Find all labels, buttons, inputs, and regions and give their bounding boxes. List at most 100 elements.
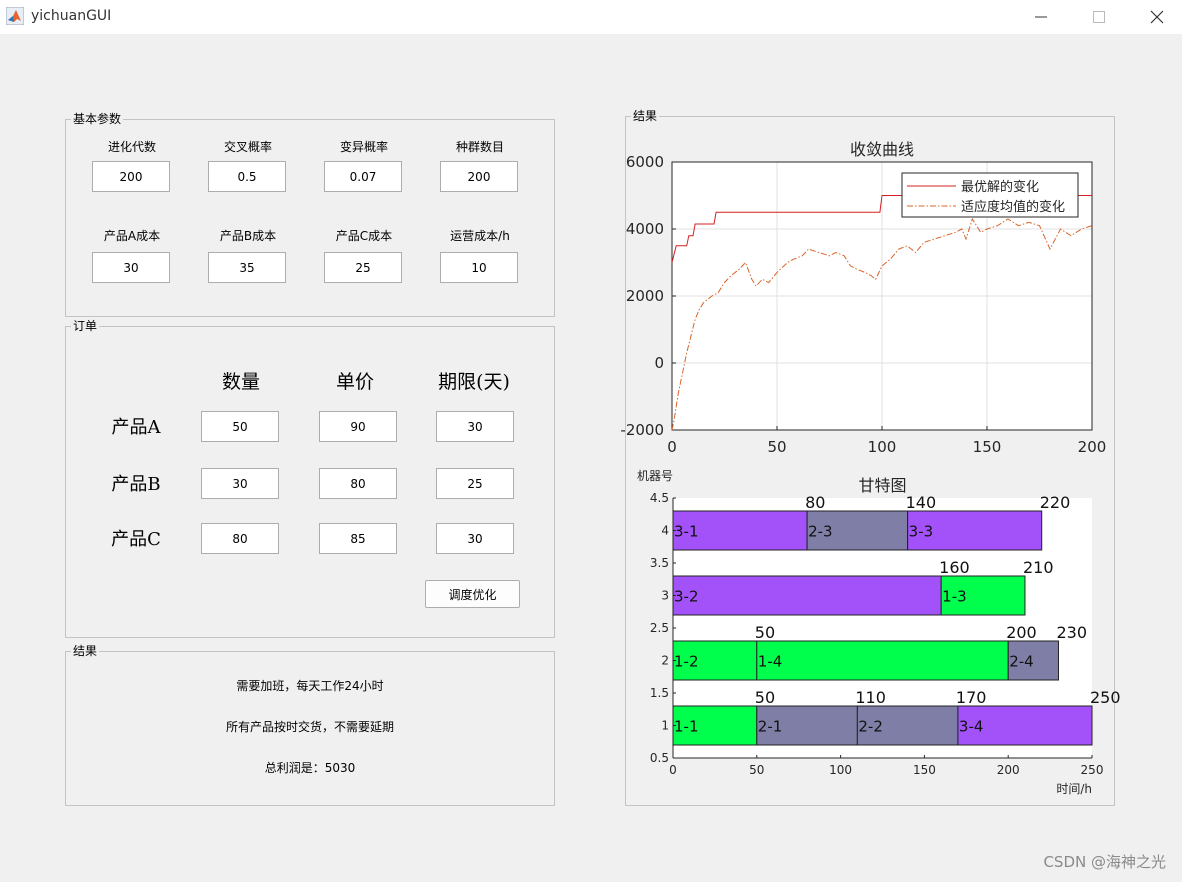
gantt-y-tick-label: 4.5 (650, 491, 669, 505)
title-bar: yichuanGUI (0, 0, 1182, 34)
product-b-price-input[interactable]: 80 (319, 468, 397, 499)
y-tick-label: 2000 (626, 287, 664, 305)
convergence-chart: 0 50 100 150 2006000400020000-2000收敛曲线最优解的变化… (620, 140, 1106, 456)
deadline-header: 期限(天) (438, 371, 510, 393)
close-button[interactable] (1128, 0, 1182, 34)
gantt-y-tick-label: 2.5 (650, 621, 669, 635)
operating-cost-input[interactable]: 10 (440, 252, 518, 283)
operating-cost-label: 运营成本/h (450, 229, 510, 243)
right-result-panel: 结果 (625, 109, 1115, 806)
mutation-rate-input[interactable]: 0.07 (324, 161, 402, 192)
generations-input[interactable]: 200 (92, 161, 170, 192)
gantt-y-axis-label: 机器号 (637, 469, 673, 483)
x-tick-label: 100 (868, 438, 897, 456)
quantity-header: 数量 (221, 371, 260, 393)
x-tick-label: 50 (767, 438, 786, 456)
left-result-panel: 结果 需要加班，每天工作24小时 所有产品按时交货，不需要延期 总利润是：503… (65, 644, 555, 806)
gantt-end-time-label: 230 (1056, 623, 1087, 642)
gantt-bar-1-2 (672, 640, 758, 681)
gantt-bar-2-3 (806, 510, 909, 551)
gantt-end-time-label: 210 (1023, 558, 1054, 577)
cost-c-input[interactable]: 25 (324, 252, 402, 283)
gantt-y-tick-label: 1.5 (650, 686, 669, 700)
product-a-quantity-input[interactable]: 50 (201, 411, 279, 442)
maximize-icon (1093, 11, 1105, 23)
cost-a-label: 产品A成本 (103, 229, 161, 243)
gantt-end-time-label: 80 (805, 493, 825, 512)
gantt-y-tick-label: 1 (661, 719, 669, 733)
gantt-end-time-label: 170 (956, 688, 987, 707)
gantt-end-time-label: 50 (755, 623, 775, 642)
gantt-bar-label: 2-1 (758, 718, 783, 736)
convergence-chart-title: 收敛曲线 (850, 140, 914, 159)
gantt-x-tick-label: 100 (829, 763, 852, 777)
gantt-bar-3-4 (957, 705, 1093, 746)
x-tick-label: 150 (973, 438, 1002, 456)
product-a-price-input[interactable]: 90 (319, 411, 397, 442)
gantt-end-time-label: 160 (939, 558, 970, 577)
gantt-end-time-label: 220 (1040, 493, 1071, 512)
product-b-label: 产品B (111, 474, 161, 495)
minimize-button[interactable] (1012, 0, 1070, 34)
gantt-y-tick-label: 4 (661, 524, 669, 538)
gantt-x-tick-label: 150 (913, 763, 936, 777)
close-icon (1150, 10, 1164, 24)
params-panel: 基本参数 进化代数 交叉概率 变异概率 种群数目 200 0.5 0.07 20… (65, 112, 555, 317)
profit-text: 总利润是：5030 (264, 761, 356, 775)
gantt-bar-label: 3-3 (909, 523, 934, 541)
gantt-bar-label: 2-3 (808, 523, 833, 541)
right-result-panel-title: 结果 (631, 109, 660, 123)
gantt-x-tick-label: 200 (997, 763, 1020, 777)
gantt-bar-label: 1-4 (758, 653, 783, 671)
gantt-bar-label: 1-1 (674, 718, 699, 736)
crossover-rate-label: 交叉概率 (223, 140, 272, 154)
legend-label-0: 最优解的变化 (961, 179, 1039, 195)
gantt-y-tick-label: 3 (661, 589, 669, 603)
gantt-y-tick-label: 0.5 (650, 751, 669, 765)
product-c-quantity-input[interactable]: 80 (201, 523, 279, 554)
mutation-rate-label: 变异概率 (339, 140, 388, 154)
watermark-text: CSDN @海神之光 (1043, 853, 1166, 871)
unit-price-header: 单价 (335, 371, 374, 393)
crossover-rate-input[interactable]: 0.5 (208, 161, 286, 192)
gantt-bar-3-2 (672, 575, 942, 616)
product-a-deadline-input[interactable]: 30 (436, 411, 514, 442)
gantt-chart: 3-1 2-3 3-33-2 1-31-2 1-4 2-41-1 2-1 2-2 3-480 14… (637, 469, 1121, 796)
gantt-bar-3-3 (907, 510, 1043, 551)
gantt-bar-label: 3-2 (674, 588, 699, 606)
x-tick-label: 200 (1078, 438, 1107, 456)
product-b-quantity-input[interactable]: 30 (201, 468, 279, 499)
gantt-bar-label: 1-3 (942, 588, 967, 606)
product-c-label: 产品C (111, 529, 161, 550)
x-tick-label: 0 (667, 438, 677, 456)
product-b-deadline-input[interactable]: 25 (436, 468, 514, 499)
maximize-button[interactable] (1070, 0, 1128, 34)
optimize-schedule-button[interactable]: 调度优化 (425, 580, 520, 608)
cost-a-input[interactable]: 30 (92, 252, 170, 283)
cost-b-input[interactable]: 35 (208, 252, 286, 283)
series-line-0 (671, 195, 1092, 263)
product-c-deadline-input[interactable]: 30 (436, 523, 514, 554)
gantt-bar-label: 3-4 (959, 718, 984, 736)
gantt-end-time-label: 250 (1090, 688, 1121, 707)
gantt-y-tick-label: 2 (661, 654, 669, 668)
gantt-end-time-label: 110 (855, 688, 886, 707)
orders-panel-title: 订单 (71, 319, 100, 333)
gantt-bar-2-4 (1007, 640, 1059, 681)
gantt-bar-1-4 (756, 640, 1009, 681)
gantt-bar-label: 3-1 (674, 523, 699, 541)
gantt-bar-2-2 (856, 705, 959, 746)
gantt-x-tick-label: 50 (749, 763, 764, 777)
gantt-x-tick-label: 250 (1081, 763, 1104, 777)
gantt-bar-label: 2-2 (858, 718, 883, 736)
left-result-panel-title: 结果 (71, 644, 100, 658)
gantt-bar-3-1 (672, 510, 808, 551)
gantt-bar-1-3 (940, 575, 1026, 616)
product-c-price-input[interactable]: 85 (319, 523, 397, 554)
population-size-input[interactable]: 200 (440, 161, 518, 192)
y-tick-label: 6000 (626, 153, 664, 171)
gantt-x-axis-label: 时间/h (1056, 782, 1092, 796)
gantt-bar-2-1 (756, 705, 858, 746)
cost-b-label: 产品B成本 (219, 229, 277, 243)
